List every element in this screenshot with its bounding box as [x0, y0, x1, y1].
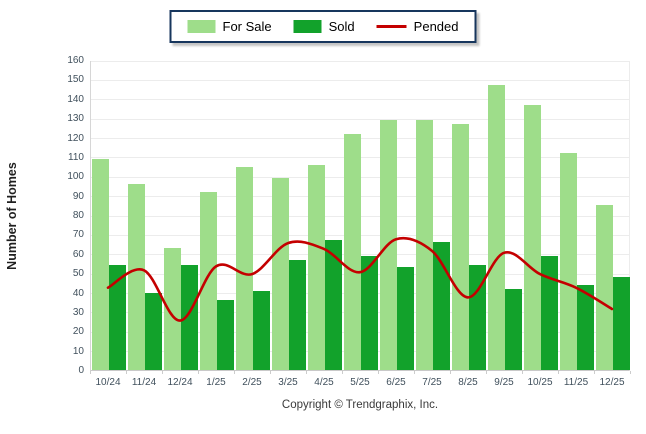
y-tick-label: 0	[78, 365, 84, 376]
y-tick-label: 90	[72, 190, 84, 202]
for-sale-bar	[452, 123, 469, 370]
x-tick-label: 1/25	[206, 377, 226, 388]
for-sale-bar	[128, 184, 145, 370]
y-tick-label: 60	[72, 248, 84, 260]
y-tick-label: 140	[67, 93, 84, 105]
plot-area	[90, 60, 630, 371]
y-tick-label: 40	[72, 287, 84, 299]
y-tick-label: 130	[67, 113, 84, 125]
legend-line-swatch	[376, 25, 407, 28]
x-tick-label: 10/24	[95, 377, 121, 388]
x-tick-label: 11/25	[563, 377, 589, 388]
sold-bar	[289, 259, 306, 370]
x-axis-tick	[558, 371, 559, 374]
sold-bar	[433, 242, 450, 370]
for-sale-bar	[164, 247, 181, 370]
x-tick-label: 11/24	[131, 377, 157, 388]
x-axis-tick	[126, 371, 127, 374]
x-axis-tick	[90, 371, 91, 374]
for-sale-bar	[236, 166, 253, 370]
x-axis-tick	[378, 371, 379, 374]
sold-bar	[253, 290, 270, 370]
legend-label: Pended	[413, 19, 459, 34]
legend-color-swatch	[187, 20, 216, 33]
gridline	[91, 79, 629, 81]
chart-legend: For Sale Sold Pended	[169, 10, 477, 43]
x-axis-tick	[450, 371, 451, 374]
gridline	[91, 118, 629, 120]
x-axis-tick	[198, 371, 199, 374]
x-axis-tick	[162, 371, 163, 374]
for-sale-bar	[560, 153, 577, 370]
y-tick-label: 120	[67, 132, 84, 144]
for-sale-bar	[344, 133, 361, 370]
sold-bar	[109, 265, 126, 370]
x-tick-label: 4/25	[314, 377, 334, 388]
y-tick-label: 50	[72, 268, 84, 280]
y-tick-label: 150	[67, 74, 84, 86]
for-sale-bar	[200, 191, 217, 370]
y-tick-label: 10	[72, 345, 84, 357]
for-sale-bar	[380, 120, 397, 370]
copyright-text: Copyright © Trendgraphix, Inc.	[281, 399, 439, 411]
y-tick-label: 70	[72, 229, 84, 241]
legend-label: Sold	[328, 19, 355, 34]
y-axis-title: Number of Homes	[5, 162, 19, 270]
x-axis-tick	[270, 371, 271, 374]
x-tick-label: 3/25	[278, 377, 298, 388]
x-axis-tick	[594, 371, 595, 374]
for-sale-bar	[308, 164, 325, 370]
x-tick-label: 2/25	[242, 377, 262, 388]
sold-bar	[181, 265, 198, 370]
y-tick-label: 160	[67, 55, 84, 66]
sold-bar	[325, 240, 342, 370]
y-tick-label: 20	[72, 326, 84, 338]
sold-bar	[217, 300, 234, 370]
sold-bar	[145, 292, 162, 370]
for-sale-bar	[92, 158, 109, 370]
sold-bar	[505, 288, 522, 370]
x-axis-tick	[486, 371, 487, 374]
x-axis-tick	[306, 371, 307, 374]
x-axis-tick	[342, 371, 343, 374]
x-axis-tick	[630, 371, 631, 374]
y-tick-label: 100	[67, 171, 84, 183]
gridline	[91, 99, 629, 101]
y-tick-label: 80	[72, 210, 84, 221]
sold-bar	[613, 277, 630, 370]
x-tick-label: 9/25	[494, 377, 514, 388]
for-sale-bar	[596, 205, 613, 370]
x-tick-label: 12/25	[599, 377, 625, 388]
x-axis-tick	[234, 371, 235, 374]
x-tick-label: 8/25	[458, 377, 478, 388]
for-sale-bar	[272, 178, 289, 370]
x-tick-label: 6/25	[386, 377, 406, 388]
legend-item-for-sale: For Sale	[187, 19, 272, 34]
sold-bar	[541, 255, 558, 370]
legend-item-pended: Pended	[376, 19, 459, 34]
x-axis-tick	[414, 371, 415, 374]
x-tick-label: 7/25	[422, 377, 442, 388]
for-sale-bar	[524, 104, 541, 370]
gridline	[91, 60, 629, 62]
legend-label: For Sale	[222, 19, 272, 34]
for-sale-bar	[416, 120, 433, 370]
sold-bar	[397, 267, 414, 370]
y-tick-label: 110	[68, 151, 84, 163]
sold-bar	[577, 284, 594, 370]
x-axis-tick	[522, 371, 523, 374]
legend-item-sold: Sold	[293, 19, 355, 34]
y-tick-label: 30	[72, 306, 84, 318]
legend-color-swatch	[293, 20, 322, 33]
x-tick-label: 5/25	[350, 377, 370, 388]
sold-bar	[361, 255, 378, 370]
x-tick-label: 10/25	[527, 377, 553, 388]
sold-bar	[469, 265, 486, 370]
for-sale-bar	[488, 85, 505, 370]
x-tick-label: 12/24	[167, 377, 193, 388]
